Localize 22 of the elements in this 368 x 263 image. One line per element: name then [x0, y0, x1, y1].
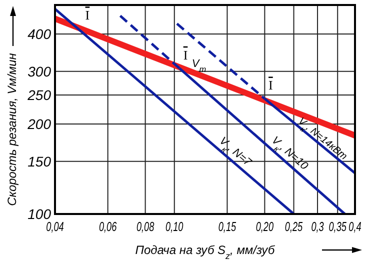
y-tick-label: 400 [28, 26, 52, 42]
y-tick-label: 300 [28, 63, 52, 80]
x-tick-label: 0,4 [348, 220, 362, 234]
y-tick-label: 150 [28, 153, 52, 170]
y-tick-label: 100 [28, 206, 52, 222]
x-tick-label: 0,25 [284, 220, 304, 234]
y-axis-title: Скорость резания, Vм/мин [5, 52, 19, 206]
x-tick-label: 0,20 [256, 220, 274, 234]
series-label: V$_{т}$ [192, 58, 206, 74]
x-tick-label: 0,3 [311, 220, 324, 234]
y-tick-label: 250 [26, 87, 52, 104]
annotation: I [183, 47, 188, 62]
annotation: I [85, 8, 90, 23]
x-tick-label: 0,04 [46, 220, 64, 234]
x-tick-label: 0,06 [98, 220, 118, 234]
x-axis-title: Подача на зуб S$_{z}$, мм/зуб [135, 243, 276, 261]
x-tick-label: 0,15 [218, 220, 237, 234]
annotation: I [268, 78, 273, 93]
y-tick-label: 200 [26, 116, 52, 132]
x-tick-label: 0,08 [136, 220, 155, 234]
x-tick-label: 0,10 [166, 220, 184, 234]
x-tick-label: 0,35 [328, 220, 348, 234]
